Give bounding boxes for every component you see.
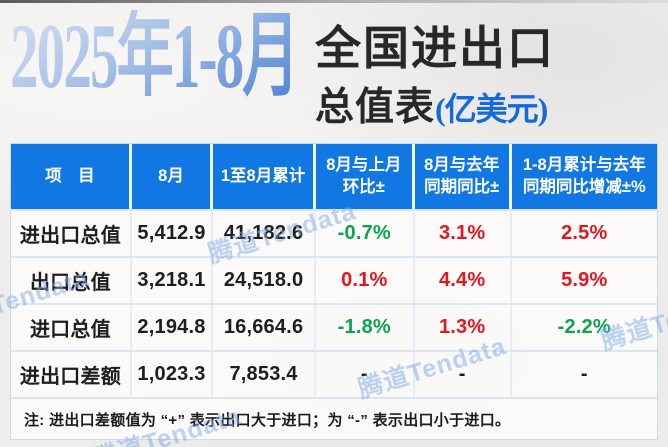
cell-august-value: 5,412.9 xyxy=(132,211,214,256)
cell-yoy-pct: 4.4% xyxy=(415,258,512,303)
cell-august-value: 3,218.1 xyxy=(132,258,214,303)
header-cell-item: 项 目 xyxy=(11,144,132,209)
cell-august-value: 2,194.8 xyxy=(132,305,214,350)
cell-cum-yoy-pct: 2.5% xyxy=(561,222,608,244)
table-row-total: 进出口总值 5,412.9 41,182.6 -0.7% 3.1% 2.5% xyxy=(11,209,657,256)
cell-mom-pct: -1.8% xyxy=(316,305,415,350)
cell-cum-yoy-pct: 5.9% xyxy=(561,269,608,291)
cell-cum-yoy-pct: - xyxy=(580,363,588,385)
cell-yoy-pct: - xyxy=(415,352,512,397)
cell-mom-pct: -0.7% xyxy=(316,211,415,256)
table-row-balance: 进出口差额 1,023.3 7,853.4 - - - xyxy=(11,350,657,397)
header-cell-yoy: 8月与去年 同期同比± xyxy=(415,144,512,209)
cell-august-value: 1,023.3 xyxy=(132,352,214,397)
title-headline: 全国进出口 xyxy=(315,23,555,74)
header-cell-mom: 8月与上月 环比± xyxy=(316,144,415,209)
table-header-row: 项 目 8月 1至8月累计 8月与上月 环比± 8月与去年 同期同比± 1-8月… xyxy=(11,144,657,209)
cell-cum-yoy-pct: -2.2% xyxy=(557,316,611,338)
title-sub: 总值表 xyxy=(315,86,436,130)
title-period: 2025年1-8月 xyxy=(10,5,299,107)
title-subline: 总值表(亿美元) xyxy=(315,76,555,132)
cell-cumulative-value: 41,182.6 xyxy=(213,211,316,256)
table-row-export: 出口总值 3,218.1 24,518.0 0.1% 4.4% 5.9% xyxy=(11,256,657,303)
row-label: 进出口总值 xyxy=(11,211,132,256)
cell-mom-pct: 0.1% xyxy=(316,258,415,303)
row-label: 进出口差额 xyxy=(11,352,132,397)
header-cell-cumulative: 1至8月累计 xyxy=(213,144,316,209)
cell-cumulative-value: 24,518.0 xyxy=(213,258,316,303)
footnote-text: 注: 进出口差额值为 “+” 表示出口大于进口；为 “-” 表示出口小于进口。 xyxy=(24,411,511,429)
paper-top-edge xyxy=(0,0,668,3)
title-block: 全国进出口 总值表(亿美元) xyxy=(315,22,555,132)
cell-cumulative-value: 16,664.6 xyxy=(213,305,316,350)
table-row-import: 进口总值 2,194.8 16,664.6 -1.8% 1.3% -2.2% xyxy=(11,303,657,350)
row-label: 进口总值 xyxy=(11,305,132,350)
header-cell-cum-yoy: 1-8月累计与去年 同期同比增减±% xyxy=(522,156,646,196)
cell-cumulative-value: 7,853.4 xyxy=(213,352,316,397)
cell-yoy-pct: 3.1% xyxy=(415,211,512,256)
header-cell-august: 8月 xyxy=(132,144,214,209)
title-unit: (亿美元) xyxy=(435,91,548,128)
trade-table: 项 目 8月 1至8月累计 8月与上月 环比± 8月与去年 同期同比± 1-8月… xyxy=(10,143,658,440)
cell-yoy-pct: 1.3% xyxy=(415,305,512,350)
row-label: 出口总值 xyxy=(11,258,132,303)
footnote: 注: 进出口差额值为 “+” 表示出口大于进口；为 “-” 表示出口小于进口。 xyxy=(11,397,657,439)
cell-mom-pct: - xyxy=(316,352,415,397)
